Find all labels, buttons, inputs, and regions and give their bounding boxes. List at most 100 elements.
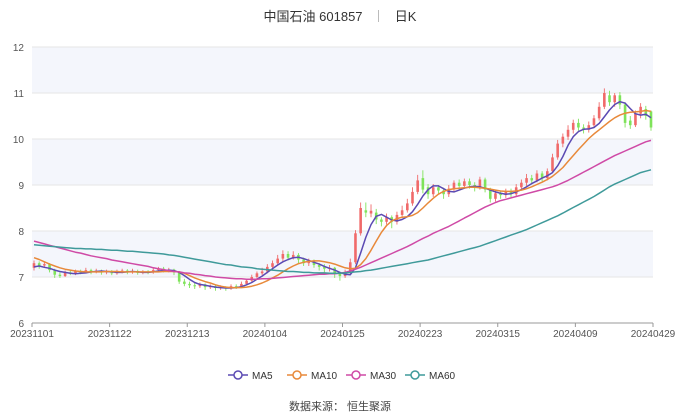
candle-body (385, 217, 388, 222)
x-tick-label: 20240223 (398, 329, 443, 340)
candle (566, 125, 570, 140)
candle-body (457, 182, 461, 186)
legend[interactable]: MA5 MA10 MA30 MA60 (228, 370, 456, 382)
candle (63, 270, 67, 277)
candle (540, 171, 544, 182)
candle-body (53, 270, 57, 275)
legend-item-ma30[interactable]: MA30 (346, 370, 397, 382)
candle-body (634, 113, 637, 126)
candle-body (452, 182, 456, 189)
candle-body (58, 274, 62, 277)
candle (525, 173, 528, 186)
candle-body (411, 191, 414, 204)
moving-average-lines (33, 100, 652, 289)
candle-body (120, 270, 124, 272)
candle-body (530, 178, 534, 181)
candle-body (561, 136, 565, 144)
candle-body (525, 178, 528, 183)
candle (571, 119, 575, 134)
candle-body (193, 285, 197, 287)
candle-body (478, 179, 482, 188)
legend-item-ma10[interactable]: MA10 (287, 370, 338, 382)
candle (421, 170, 425, 194)
candle-body (483, 179, 487, 190)
candle-body (312, 261, 316, 266)
plot-band (32, 47, 653, 93)
candle (452, 180, 456, 192)
candle (406, 198, 409, 213)
candle-body (592, 118, 596, 126)
legend-item-ma5[interactable]: MA5 (228, 370, 273, 382)
candle-body (546, 171, 549, 179)
legend-label: MA60 (429, 371, 456, 382)
y-tick-label: 6 (18, 319, 24, 330)
candle-body (571, 122, 575, 130)
candle-body (380, 219, 383, 222)
candle-body (618, 95, 622, 105)
candle (214, 285, 217, 291)
candle (359, 202, 362, 236)
candle (177, 271, 181, 284)
candle-body (198, 284, 202, 287)
candle-body (437, 187, 440, 191)
candle-body (520, 182, 523, 188)
candle (416, 174, 419, 195)
candle (556, 139, 559, 160)
candle (255, 271, 259, 279)
candle (323, 264, 326, 273)
candle-body (644, 109, 648, 116)
legend-label: MA30 (370, 371, 397, 382)
candle-body (400, 210, 404, 215)
candle-body (603, 93, 606, 107)
y-tick-label: 11 (14, 89, 25, 100)
candle (281, 250, 285, 262)
candle-body (37, 263, 41, 266)
line-ma10 (33, 109, 652, 289)
candle-body (431, 187, 435, 195)
candle-body (540, 173, 544, 179)
candle-body (369, 210, 373, 214)
candle (183, 278, 186, 287)
candle (628, 116, 632, 129)
candle-body (281, 254, 285, 259)
candle (198, 282, 202, 289)
candle (520, 179, 523, 190)
candle-body (302, 259, 305, 264)
candle (364, 202, 368, 218)
candle-body (317, 265, 321, 267)
x-tick-label: 20231101 (10, 329, 54, 340)
x-axis: 20231101 20231122 20231213 20240104 20240125… (10, 322, 676, 340)
x-tick-label: 20240125 (320, 329, 365, 340)
candle (551, 153, 554, 174)
candle-body (32, 263, 36, 268)
candle (354, 230, 357, 265)
candle (504, 188, 508, 198)
candle-body (177, 272, 181, 282)
candle (644, 105, 648, 120)
candle-body (499, 193, 502, 196)
candle-body (43, 264, 46, 266)
candle (193, 282, 197, 289)
candle-body (556, 143, 559, 158)
candle-body (597, 106, 601, 119)
candle-body (639, 106, 642, 114)
y-tick-label: 8 (18, 227, 24, 238)
candle-body (89, 270, 93, 272)
chart-title: 中国石油 601857 日K (0, 6, 680, 25)
candle-body (359, 208, 362, 234)
candle-body (338, 273, 342, 277)
candle-body (551, 157, 554, 172)
legend-item-ma60[interactable]: MA60 (405, 370, 456, 382)
candle-body (286, 254, 290, 258)
stock-name: 中国石油 (263, 9, 316, 24)
candles (32, 88, 653, 291)
candle (380, 217, 383, 227)
candle (369, 204, 373, 218)
candle-body (307, 261, 311, 264)
candle (463, 178, 466, 189)
legend-marker (410, 370, 420, 380)
candle-body (240, 283, 243, 288)
candle (603, 88, 606, 110)
candle-body (628, 120, 632, 126)
